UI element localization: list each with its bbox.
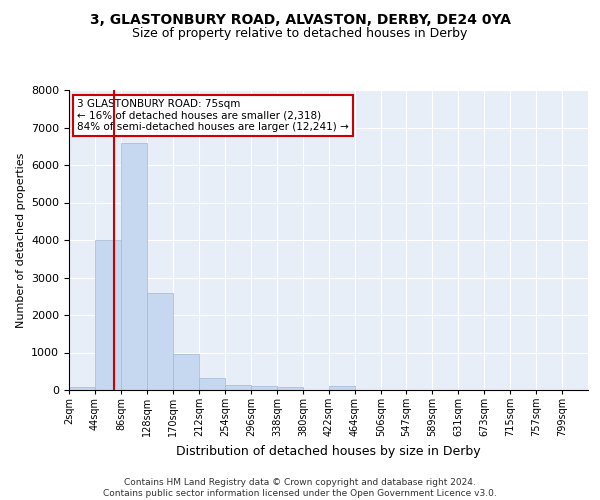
Y-axis label: Number of detached properties: Number of detached properties — [16, 152, 26, 328]
Bar — [251, 386, 277, 390]
Text: 3, GLASTONBURY ROAD, ALVASTON, DERBY, DE24 0YA: 3, GLASTONBURY ROAD, ALVASTON, DERBY, DE… — [89, 12, 511, 26]
X-axis label: Distribution of detached houses by size in Derby: Distribution of detached houses by size … — [176, 445, 481, 458]
Bar — [173, 354, 199, 390]
Bar — [329, 386, 355, 390]
Bar — [277, 388, 303, 390]
Bar — [95, 240, 121, 390]
Text: Contains HM Land Registry data © Crown copyright and database right 2024.
Contai: Contains HM Land Registry data © Crown c… — [103, 478, 497, 498]
Bar — [147, 292, 173, 390]
Bar — [69, 387, 95, 390]
Text: Size of property relative to detached houses in Derby: Size of property relative to detached ho… — [133, 28, 467, 40]
Bar — [225, 385, 251, 390]
Bar — [121, 142, 147, 390]
Text: 3 GLASTONBURY ROAD: 75sqm
← 16% of detached houses are smaller (2,318)
84% of se: 3 GLASTONBURY ROAD: 75sqm ← 16% of detac… — [77, 99, 349, 132]
Bar — [199, 378, 225, 390]
